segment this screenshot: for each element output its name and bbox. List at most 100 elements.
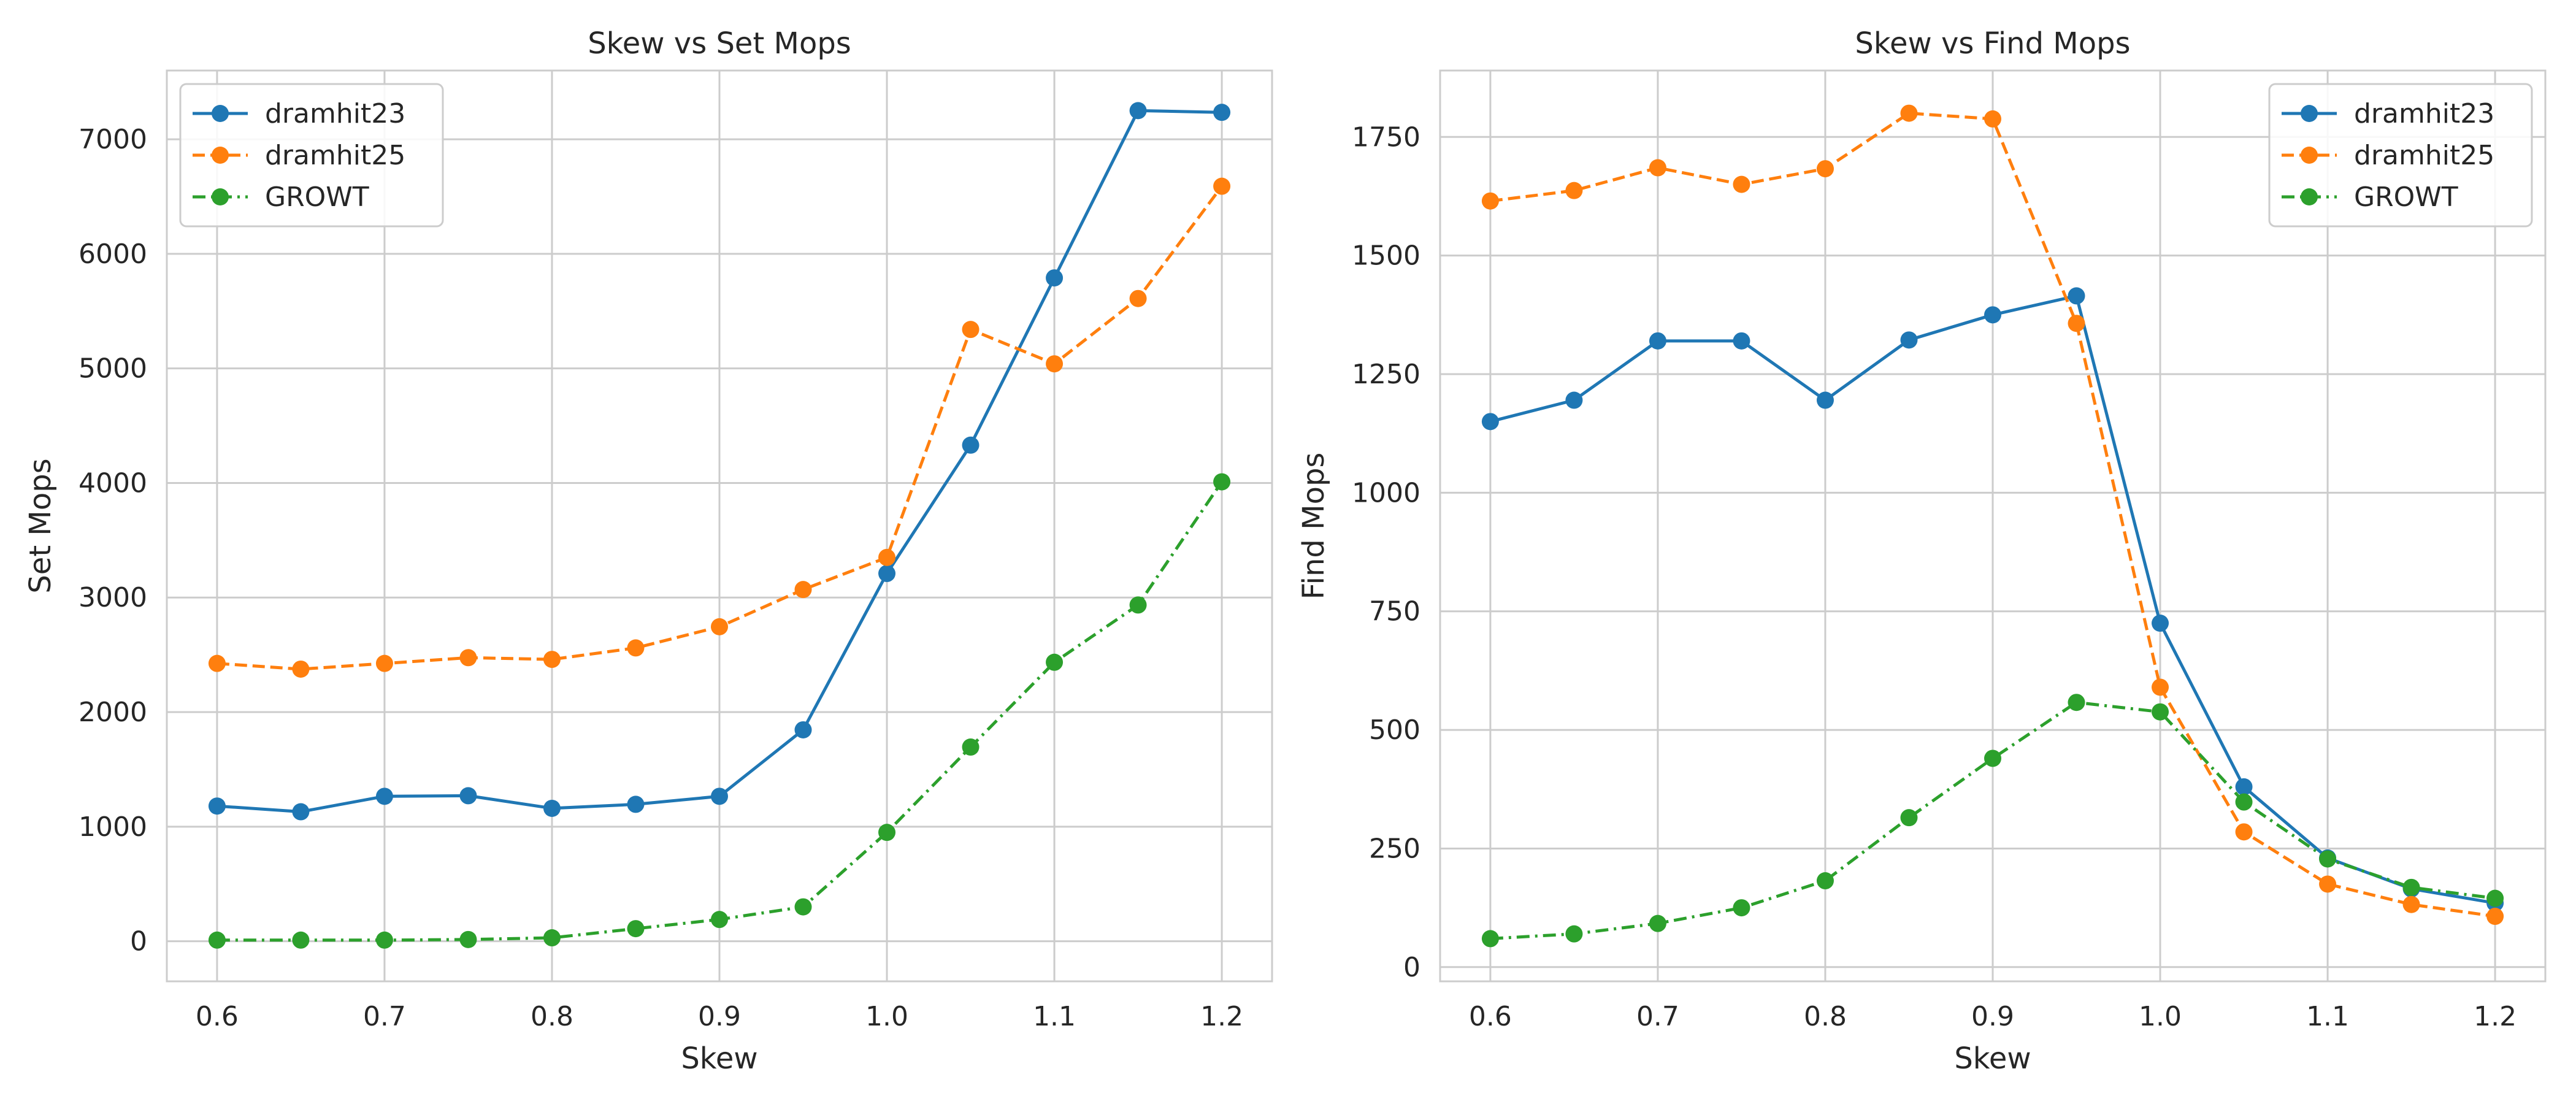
set-chart-point-growt (962, 738, 979, 756)
find-chart-y-tick-label: 1750 (1352, 121, 1420, 153)
set-chart-legend-label-dramhit23: dramhit23 (265, 98, 405, 129)
find-chart-legend-marker-dramhit23 (2301, 105, 2318, 122)
find-chart-legend-marker-growt (2301, 188, 2318, 205)
find-chart-y-tick-label: 750 (1369, 596, 1420, 627)
set-chart-point-growt (208, 931, 226, 949)
set-chart-y-tick-label: 7000 (79, 124, 147, 155)
set-chart-y-tick-label: 6000 (79, 239, 147, 270)
set-chart-point-dramhit25 (208, 654, 226, 672)
find-chart-x-tick-label: 1.2 (2474, 1001, 2517, 1032)
set-chart-point-dramhit25 (794, 581, 812, 599)
set-chart-point-growt (711, 911, 728, 929)
find-chart-point-growt (2152, 703, 2169, 721)
find-chart-point-dramhit23 (2152, 615, 2169, 632)
set-chart-x-tick-label: 0.6 (196, 1001, 239, 1032)
find-chart-point-growt (1816, 872, 1834, 890)
find-chart-point-dramhit23 (1565, 391, 1583, 409)
find-chart-x-tick-label: 0.9 (1971, 1001, 2014, 1032)
set-chart-x-tick-label: 1.2 (1200, 1001, 1243, 1032)
find-chart-point-dramhit25 (2152, 678, 2169, 696)
set-chart-point-growt (627, 920, 645, 938)
find-chart-legend-label-dramhit23: dramhit23 (2354, 98, 2494, 129)
set-chart: 0.6 0.7 0.8 0.9 1.0 1.1 1.2 0 1000 2000 3000 4000 50… (23, 26, 1273, 1076)
set-chart-point-dramhit23 (962, 436, 979, 454)
find-chart-point-dramhit25 (1481, 192, 1499, 210)
set-chart-point-dramhit25 (1046, 355, 1064, 373)
find-chart-point-dramhit25 (2486, 908, 2504, 926)
find-chart-point-dramhit25 (2319, 875, 2337, 893)
find-chart-point-dramhit23 (1481, 413, 1499, 431)
set-chart-y-tick-label: 4000 (79, 467, 147, 499)
find-chart-y-tick-label: 500 (1369, 715, 1420, 746)
find-chart-point-dramhit25 (1565, 182, 1583, 199)
set-chart-point-dramhit23 (459, 787, 477, 805)
find-chart-x-tick-label: 0.6 (1469, 1001, 1512, 1032)
find-chart-point-growt (2068, 694, 2085, 711)
find-chart-point-dramhit25 (1733, 175, 1750, 193)
find-chart-title: Skew vs Find Mops (1855, 26, 2130, 61)
find-chart-x-tick-label: 1.1 (2306, 1001, 2349, 1032)
set-chart-point-dramhit23 (292, 803, 310, 821)
find-chart-legend-box (2268, 83, 2533, 228)
set-chart-x-tick-label: 1.1 (1033, 1001, 1076, 1032)
set-chart-point-growt (878, 824, 896, 841)
find-chart-series-dramhit25 (1481, 104, 2504, 926)
find-chart-y-tick-label: 1250 (1352, 359, 1420, 390)
set-chart-point-dramhit25 (1129, 289, 1147, 307)
set-chart-point-dramhit25 (292, 660, 310, 678)
find-chart-x-tick-label: 0.8 (1804, 1001, 1847, 1032)
find-chart-point-dramhit23 (1816, 391, 1834, 409)
set-chart-y-tick-label: 5000 (79, 353, 147, 385)
find-chart-point-dramhit25 (2068, 315, 2085, 332)
set-chart-point-dramhit23 (878, 565, 896, 583)
find-chart-frame (1439, 69, 2547, 983)
find-chart-point-dramhit25 (1900, 104, 1918, 122)
find-chart-point-growt (2235, 793, 2253, 811)
set-chart-point-dramhit25 (627, 639, 645, 657)
set-chart-y-axis-label: Set Mops (23, 458, 58, 593)
set-chart-point-dramhit25 (962, 321, 979, 339)
find-chart-point-dramhit23 (1984, 306, 2001, 324)
set-chart-legend-label-growt: GROWT (265, 182, 369, 213)
set-chart-point-dramhit23 (1129, 102, 1147, 120)
set-chart-point-growt (292, 931, 310, 949)
find-chart-point-dramhit23 (1649, 332, 1666, 350)
find-chart-point-dramhit25 (2402, 895, 2420, 913)
find-chart-point-dramhit23 (2068, 287, 2085, 305)
find-chart-series-growt (1481, 694, 2504, 948)
find-chart-y-tick-label: 0 (1403, 952, 1420, 983)
set-chart-legend-label-dramhit25: dramhit25 (265, 140, 405, 171)
set-chart-point-dramhit23 (208, 797, 226, 815)
find-chart-y-tick-label: 1500 (1352, 240, 1420, 272)
set-chart-point-growt (1129, 596, 1147, 614)
find-chart-point-growt (1649, 914, 1666, 932)
set-chart-point-growt (1046, 653, 1064, 671)
set-chart-x-tick-label: 0.9 (698, 1001, 741, 1032)
find-chart-point-growt (2486, 889, 2504, 907)
set-chart-title: Skew vs Set Mops (588, 26, 851, 61)
set-chart-point-dramhit25 (1213, 177, 1231, 195)
find-chart-point-dramhit25 (2235, 823, 2253, 841)
find-chart-legend: dramhit23 dramhit25 GROWT (2268, 83, 2533, 228)
set-chart-point-dramhit23 (711, 788, 728, 805)
find-chart-point-growt (2402, 878, 2420, 896)
set-chart-legend-marker-dramhit25 (212, 147, 229, 164)
find-chart-x-tick-label: 1.0 (2139, 1001, 2182, 1032)
set-chart-y-tick-label: 3000 (79, 582, 147, 613)
set-chart-legend-box (179, 83, 444, 228)
find-chart-point-dramhit23 (1733, 332, 1750, 350)
set-chart-point-dramhit25 (711, 618, 728, 635)
set-chart-point-dramhit23 (1213, 104, 1231, 121)
find-chart-point-dramhit25 (1984, 110, 2001, 128)
find-chart-point-dramhit23 (1900, 331, 1918, 349)
find-chart-y-axis-label: Find Mops (1297, 453, 1331, 600)
set-chart-point-dramhit23 (543, 799, 561, 817)
find-chart-y-tick-label: 1000 (1352, 477, 1420, 508)
set-chart-point-growt (543, 929, 561, 947)
set-chart-series-growt (208, 473, 1231, 949)
find-chart-point-dramhit25 (1816, 160, 1834, 178)
find-chart-point-growt (1565, 925, 1583, 943)
set-chart-y-tick-label: 0 (130, 926, 147, 957)
set-chart-point-dramhit25 (878, 548, 896, 566)
